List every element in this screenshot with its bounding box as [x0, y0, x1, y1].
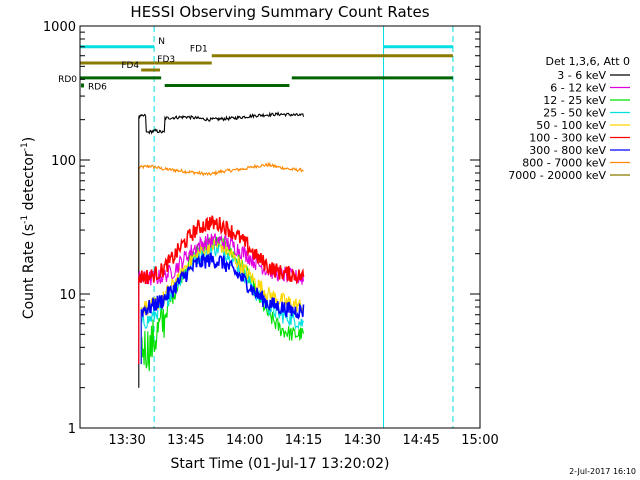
plot-content	[79, 26, 454, 428]
status-bars: N FD1 FD3 FD4 RD0 RD6	[58, 37, 453, 92]
axes: 1 10 100 1000 13:30 13:45 14:00 14:15 14:30 14:45…	[43, 20, 499, 448]
legend-entry-5: 50 - 100 keV	[536, 119, 606, 132]
x-tick-label-5: 14:45	[402, 433, 439, 448]
status-bar-label-rd6: RD6	[88, 82, 107, 92]
series-line-1	[138, 111, 305, 135]
legend-entry-2: 6 - 12 keV	[550, 82, 606, 95]
x-tick-label-4: 14:30	[344, 433, 381, 448]
date-stamp: 2-Jul-2017 16:10	[569, 467, 636, 476]
x-tick-label-1: 13:45	[167, 433, 204, 448]
x-tick-label-3: 14:15	[285, 433, 322, 448]
y-axis-label-mid: detector	[21, 151, 37, 215]
y-tick-label-0: 1	[68, 422, 76, 437]
y-axis-label-exp2: -1	[20, 142, 30, 151]
rd6-marker	[81, 83, 84, 88]
series-line-8	[138, 161, 304, 177]
status-bar-label-n: N	[158, 37, 165, 47]
y-tick-label-2: 100	[51, 154, 76, 169]
status-bar-label-fd4: FD4	[121, 61, 139, 71]
status-bar-label-fd3: FD3	[157, 55, 175, 65]
x-tick-label-0: 13:30	[108, 433, 145, 448]
plot-frame	[79, 25, 481, 429]
x-tick-label-6: 15:00	[461, 433, 498, 448]
legend-entry-6: 100 - 300 keV	[529, 132, 606, 145]
y-axis-label: Count Rate (s-1 detector-1)	[20, 137, 37, 319]
series-line-6	[138, 215, 305, 285]
legend-entry-7: 300 - 800 keV	[529, 144, 606, 157]
y-tick-label-3: 1000	[43, 20, 76, 35]
legend-entry-4: 25 - 50 keV	[543, 107, 606, 120]
legend-entry-9: 7000 - 20000 keV	[508, 169, 606, 182]
legend-entry-3: 12 - 25 keV	[543, 94, 606, 107]
legend-header: Det 1,3,6, Att 0	[546, 55, 630, 68]
y-tick-label-1: 10	[59, 288, 76, 303]
y-axis-label-exp1: -1	[20, 215, 30, 224]
series-line-7	[140, 252, 305, 320]
y-axis-label-end: )	[21, 137, 37, 142]
x-axis-label: Start Time (01-Jul-17 13:20:02)	[170, 456, 389, 472]
legend-entry-8: 800 - 7000 keV	[522, 157, 606, 170]
y-axis-label-main: Count Rate (s	[21, 224, 37, 319]
legend-entry-1: 3 - 6 keV	[557, 69, 606, 82]
status-bar-label-rd0: RD0	[58, 75, 77, 85]
chart-title: HESSI Observing Summary Count Rates	[130, 3, 429, 21]
status-bar-label-fd1: FD1	[190, 45, 208, 55]
x-tick-label-2: 14:00	[226, 433, 263, 448]
